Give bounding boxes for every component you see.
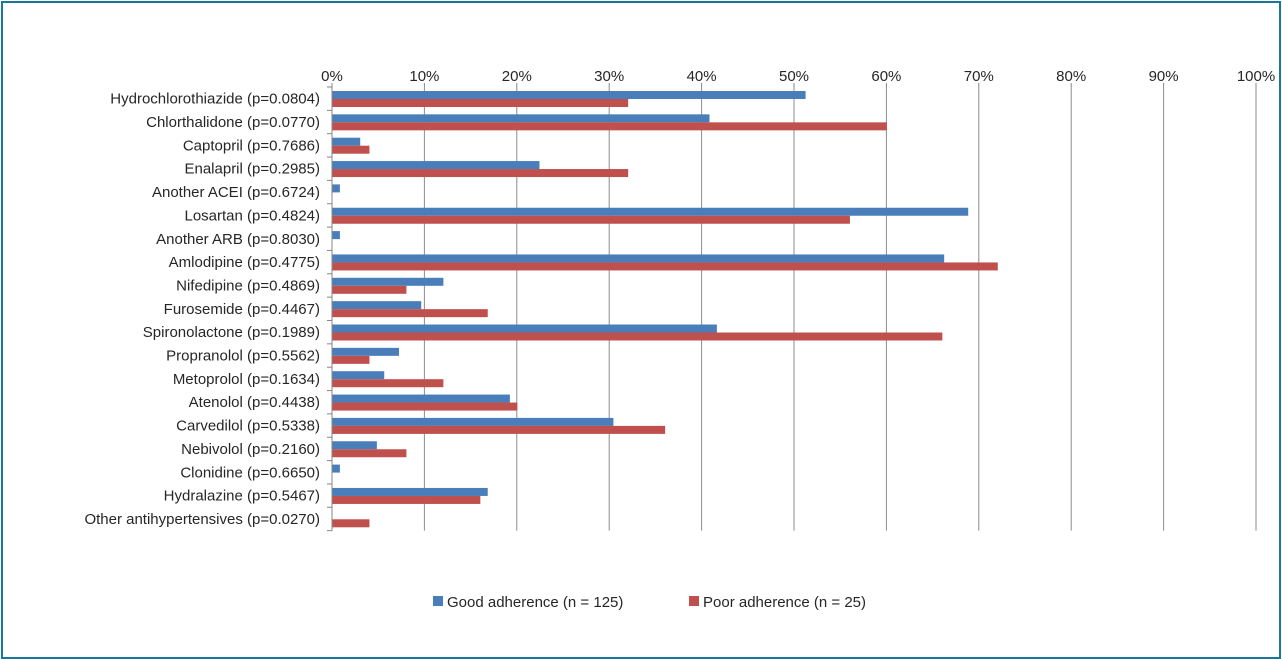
legend-swatch-good bbox=[433, 596, 443, 606]
bar-good-adherence bbox=[332, 371, 385, 380]
bar-good-adherence bbox=[332, 301, 422, 310]
bar-good-adherence bbox=[332, 91, 806, 99]
bar-poor-adherence bbox=[332, 449, 407, 458]
x-axis-ticks: 0% 10% 20% 30% 40% 50% 60% 70% 80% 90% 100% bbox=[321, 68, 1275, 87]
bar-poor-adherence bbox=[332, 425, 666, 434]
category-label: Another ACEI (p=0.6724) bbox=[152, 184, 320, 201]
bar-poor-adherence bbox=[332, 145, 370, 154]
legend-label-poor: Poor adherence (n = 25) bbox=[703, 594, 866, 611]
bar-chart: 0% 10% 20% 30% 40% 50% 60% 70% 80% 90% 100% Hydroc… bbox=[84, 68, 1275, 611]
bar-poor-adherence bbox=[332, 215, 850, 224]
bar-good-adherence bbox=[332, 254, 945, 263]
bar-good-adherence bbox=[332, 394, 510, 403]
legend-label-good: Good adherence (n = 125) bbox=[447, 594, 623, 611]
bar-poor-adherence bbox=[332, 519, 370, 528]
x-tick-label: 0% bbox=[321, 68, 343, 85]
bar-poor-adherence bbox=[332, 169, 629, 178]
bar-good-adherence bbox=[332, 184, 340, 193]
x-tick-label: 60% bbox=[871, 68, 901, 85]
category-label: Hydrochlorothiazide (p=0.0804) bbox=[110, 91, 320, 108]
category-label: Atenolol (p=0.4438) bbox=[189, 394, 320, 411]
x-tick-label: 90% bbox=[1149, 68, 1179, 85]
category-label: Hydralazine (p=0.5467) bbox=[164, 488, 320, 505]
bar-good-adherence bbox=[332, 347, 400, 356]
bar-good-adherence bbox=[332, 161, 540, 170]
category-label: Metoprolol (p=0.1634) bbox=[173, 371, 320, 388]
bar-good-adherence bbox=[332, 231, 340, 240]
bar-poor-adherence bbox=[332, 379, 444, 388]
category-label: Propranolol (p=0.5562) bbox=[166, 348, 320, 365]
x-tick-label: 50% bbox=[779, 68, 809, 85]
category-label: Nebivolol (p=0.2160) bbox=[181, 441, 320, 458]
category-label: Clonidine (p=0.6650) bbox=[180, 464, 320, 481]
x-tick-label: 10% bbox=[409, 68, 439, 85]
x-tick-label: 20% bbox=[502, 68, 532, 85]
category-label: Amlodipine (p=0.4775) bbox=[169, 254, 320, 271]
category-label: Chlorthalidone (p=0.0770) bbox=[146, 114, 320, 131]
bar-poor-adherence bbox=[332, 495, 481, 504]
bar-good-adherence bbox=[332, 464, 340, 473]
legend-swatch-poor bbox=[689, 596, 699, 606]
bar-good-adherence bbox=[332, 207, 969, 216]
category-label: Another ARB (p=0.8030) bbox=[156, 231, 320, 248]
bar-poor-adherence bbox=[332, 402, 518, 411]
category-label: Enalapril (p=0.2985) bbox=[184, 161, 320, 178]
x-tick-label: 40% bbox=[687, 68, 717, 85]
bar-poor-adherence bbox=[332, 332, 943, 341]
x-tick-label: 80% bbox=[1056, 68, 1086, 85]
x-tick-label: 70% bbox=[964, 68, 994, 85]
category-label: Carvedilol (p=0.5338) bbox=[176, 418, 320, 435]
bar-good-adherence bbox=[332, 137, 361, 146]
bar-poor-adherence bbox=[332, 355, 370, 364]
x-tick-label: 100% bbox=[1237, 68, 1275, 85]
category-label: Other antihypertensives (p=0.0270) bbox=[84, 511, 320, 528]
bar-good-adherence bbox=[332, 487, 488, 496]
category-label: Spironolactone (p=0.1989) bbox=[143, 324, 320, 341]
bar-poor-adherence bbox=[332, 285, 407, 294]
bar-good-adherence bbox=[332, 114, 710, 123]
bar-good-adherence bbox=[332, 441, 377, 450]
category-labels: Hydrochlorothiazide (p=0.0804) Chlorthali… bbox=[84, 86, 332, 532]
category-label: Losartan (p=0.4824) bbox=[184, 207, 320, 224]
bar-good-adherence bbox=[332, 324, 717, 333]
bar-poor-adherence bbox=[332, 99, 629, 107]
legend: Good adherence (n = 125) Poor adherence (… bbox=[433, 594, 866, 611]
bar-poor-adherence bbox=[332, 262, 998, 271]
category-label: Captopril (p=0.7686) bbox=[183, 137, 320, 154]
bar-good-adherence bbox=[332, 277, 444, 286]
bar-poor-adherence bbox=[332, 122, 887, 131]
bars bbox=[332, 91, 998, 528]
bar-good-adherence bbox=[332, 417, 614, 426]
category-label: Furosemide (p=0.4467) bbox=[164, 301, 320, 318]
gridlines bbox=[331, 87, 1257, 531]
x-tick-label: 30% bbox=[594, 68, 624, 85]
bar-poor-adherence bbox=[332, 309, 488, 318]
category-label: Nifedipine (p=0.4869) bbox=[176, 277, 320, 294]
